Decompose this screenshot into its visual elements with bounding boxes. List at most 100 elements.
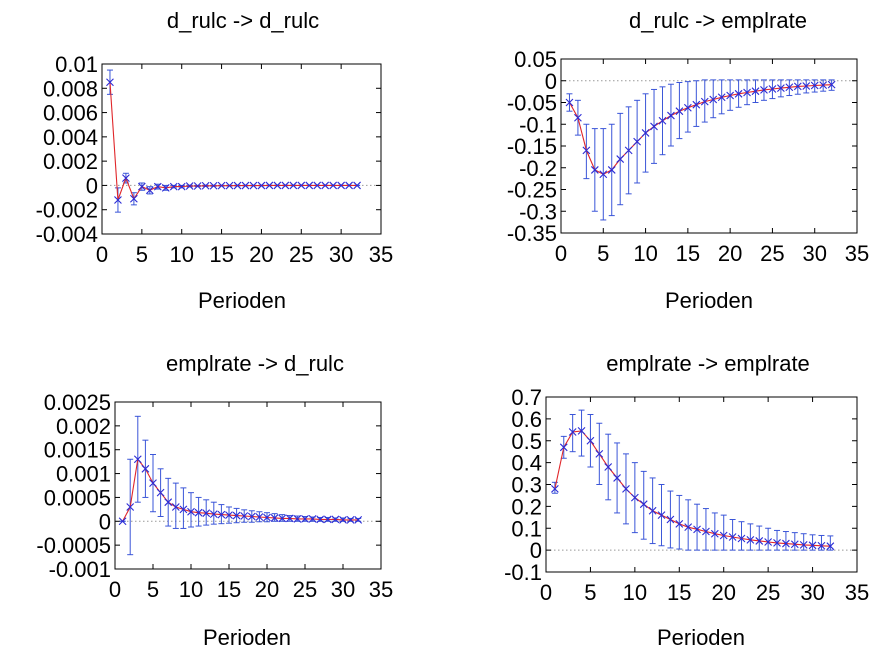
plot-frame xyxy=(114,401,382,570)
x-tick-label: 35 xyxy=(845,580,869,605)
data-point xyxy=(240,512,249,520)
y-tick-label: 0.5 xyxy=(511,429,542,454)
data-point xyxy=(126,503,135,511)
plot-frame xyxy=(101,63,382,235)
x-tick-label: 25 xyxy=(756,580,780,605)
y-tick-label: 0.6 xyxy=(511,407,542,432)
data-point xyxy=(156,488,165,497)
x-tick-label: 5 xyxy=(584,580,596,605)
panel-d-rulc-emplrate: d_rulc -> emplrate Perioden xyxy=(560,8,858,313)
chart-title: d_rulc -> d_rulc xyxy=(167,8,319,33)
data-point xyxy=(141,464,150,473)
data-point xyxy=(313,181,322,190)
data-point xyxy=(209,181,218,190)
data-point xyxy=(633,137,642,146)
data-point xyxy=(194,508,203,517)
y-tick-label: 0 xyxy=(545,69,557,94)
x-tick-label: 25 xyxy=(760,241,784,266)
x-tick-label: 35 xyxy=(845,241,869,266)
data-point xyxy=(265,181,274,190)
data-point xyxy=(782,539,790,548)
data-point xyxy=(171,503,180,511)
x-tick-label: 10 xyxy=(179,577,203,602)
data-point xyxy=(550,484,559,493)
x-tick-label: 35 xyxy=(369,242,393,267)
x-tick-label: 0 xyxy=(555,241,567,266)
panel-marks: 0 5 10 15 20 25 30 35-0.35-0.3-0.25-0.2-0.15-0.… xyxy=(507,47,869,266)
data-point xyxy=(599,170,608,179)
data-point xyxy=(755,537,764,545)
data-point xyxy=(289,181,298,190)
x-tick-label: 20 xyxy=(711,580,735,605)
data-point xyxy=(232,511,241,520)
data-point xyxy=(133,455,142,464)
data-point xyxy=(346,515,355,524)
panel-marks: 0 5 10 15 20 25 30 35-0.001-0.000500.00050.0010… xyxy=(36,390,393,602)
data-point xyxy=(337,181,346,190)
data-point xyxy=(281,181,290,190)
data-point xyxy=(559,443,568,452)
y-tick-label: -0.25 xyxy=(507,178,557,203)
data-point xyxy=(193,182,202,190)
y-tick-label: -0.1 xyxy=(519,112,557,137)
data-point xyxy=(179,505,188,514)
data-point xyxy=(278,514,287,523)
x-tick-label: 5 xyxy=(597,241,609,266)
data-point xyxy=(675,519,684,528)
y-tick-label: 0.05 xyxy=(514,47,557,72)
data-point xyxy=(149,479,157,488)
panel-marks: 0 5 10 15 20 25 30 35-0.100.10.20.30.40.50.60.7 xyxy=(504,385,869,605)
data-point xyxy=(209,510,218,519)
x-tick-label: 20 xyxy=(718,241,742,266)
response-line xyxy=(569,84,832,175)
data-point xyxy=(321,181,330,190)
data-point xyxy=(201,181,210,190)
data-point xyxy=(225,511,233,519)
y-tick-label: 0 xyxy=(99,509,111,534)
data-point xyxy=(719,531,728,540)
data-point xyxy=(683,103,692,112)
data-point xyxy=(305,181,314,190)
data-point xyxy=(316,515,325,524)
chart-title: emplrate -> emplrate xyxy=(606,351,810,376)
data-point xyxy=(709,95,718,104)
data-point xyxy=(345,181,354,190)
y-tick-label: 0.002 xyxy=(43,149,98,174)
data-point xyxy=(641,129,650,137)
data-point xyxy=(785,83,794,92)
x-axis-label: Perioden xyxy=(198,288,286,313)
data-point xyxy=(692,100,701,109)
y-tick-label: -0.002 xyxy=(36,198,98,223)
data-point xyxy=(658,116,667,125)
plot-frame xyxy=(545,396,858,573)
x-tick-label: 0 xyxy=(96,242,108,267)
data-point xyxy=(657,511,666,520)
y-tick-label: 0.0005 xyxy=(44,485,111,510)
data-point xyxy=(301,515,309,523)
data-point xyxy=(622,484,630,493)
data-point xyxy=(273,181,282,190)
data-point xyxy=(768,85,777,93)
data-point xyxy=(764,538,773,546)
data-point xyxy=(827,80,836,89)
x-tick-label: 20 xyxy=(255,577,279,602)
panel-d-rulc-d-rulc: d_rulc -> d_rulc Perioden xyxy=(101,8,382,313)
data-point xyxy=(802,82,811,90)
data-point xyxy=(308,515,317,523)
data-point xyxy=(616,155,625,163)
y-tick-label: 0.0015 xyxy=(44,438,111,463)
y-tick-label: 0 xyxy=(530,538,542,563)
data-point xyxy=(630,493,639,502)
data-point xyxy=(586,436,595,445)
data-point xyxy=(808,541,817,550)
data-point xyxy=(582,146,591,155)
data-point xyxy=(249,181,258,190)
y-tick-label: -0.05 xyxy=(507,91,557,116)
x-tick-label: 5 xyxy=(136,242,148,267)
data-point xyxy=(702,527,710,536)
data-point xyxy=(675,107,684,116)
y-tick-label: 0.4 xyxy=(511,451,542,476)
data-point xyxy=(790,540,799,549)
y-tick-label: -0.004 xyxy=(36,222,98,247)
y-tick-label: -0.15 xyxy=(507,134,557,159)
